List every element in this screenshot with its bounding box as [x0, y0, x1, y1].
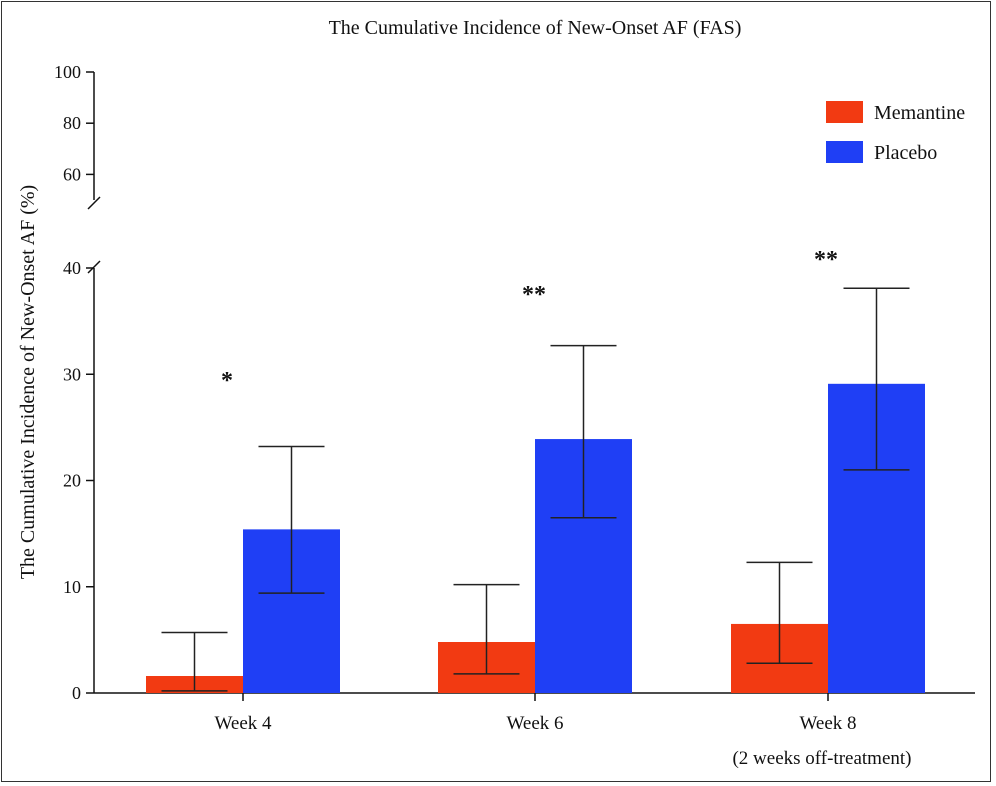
y-tick-label: 80: [63, 113, 81, 133]
legend-swatch-placebo: [826, 141, 863, 163]
y-tick-label: 20: [63, 471, 81, 491]
significance-markers: *****: [221, 247, 838, 394]
significance-marker: *: [221, 368, 233, 394]
significance-marker: **: [814, 247, 838, 273]
legend: Memantine Placebo: [826, 101, 965, 164]
legend-label-placebo: Placebo: [874, 142, 937, 164]
x-tick-label: Week 6: [506, 713, 563, 734]
significance-marker: **: [522, 282, 546, 308]
y-tick-label: 40: [63, 258, 81, 278]
bars: [146, 383, 925, 693]
axis-break-mark-lower: [87, 260, 101, 274]
y-tick-label: 10: [63, 577, 81, 597]
y-axis-label: The Cumulative Incidence of New-Onset AF…: [17, 185, 39, 579]
y-tick-label: 100: [54, 62, 81, 82]
legend-label-memantine: Memantine: [874, 102, 965, 124]
x-tick-label: Week 8: [799, 713, 856, 734]
y-tick-label: 30: [63, 364, 81, 384]
y-tick-label: 0: [72, 683, 81, 703]
error-bars: [161, 287, 910, 692]
chart-title: The Cumulative Incidence of New-Onset AF…: [329, 17, 742, 39]
x-tick-label: Week 4: [214, 713, 272, 734]
category-labels: Week 4 Week 6 Week 8 (2 weeks off-treatment…: [214, 713, 911, 769]
y-tick-label: 60: [63, 164, 81, 184]
legend-swatch-memantine: [826, 101, 863, 123]
axis-break-mark-upper: [87, 196, 101, 210]
x-tick-sublabel: (2 weeks off-treatment): [732, 748, 911, 769]
